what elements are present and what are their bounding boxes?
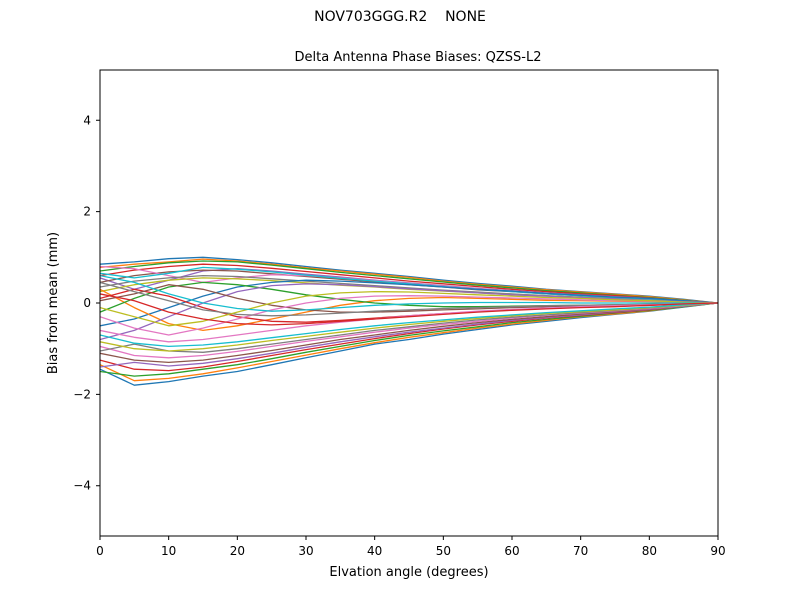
chart-title: Delta Antenna Phase Biases: QZSS-L2 (294, 50, 542, 65)
series-line-line-26 (100, 302, 718, 364)
svg-text:10: 10 (161, 544, 176, 558)
y-axis-label: Bias from mean (mm) (46, 232, 61, 374)
svg-text:−4: −4 (73, 479, 91, 493)
svg-text:20: 20 (230, 544, 245, 558)
series-line-line-30 (100, 302, 718, 348)
series-line-line-18 (100, 281, 718, 317)
svg-text:60: 60 (504, 544, 519, 558)
series-line-line-17 (100, 295, 718, 336)
series-line-line-29 (100, 302, 718, 352)
svg-text:50: 50 (436, 544, 451, 558)
svg-text:30: 30 (298, 544, 313, 558)
series-line-line-11 (100, 279, 718, 327)
svg-text:90: 90 (710, 544, 725, 558)
window-title: NOV703GGG.R2 NONE (314, 9, 486, 25)
series-group (100, 256, 718, 386)
series-line-line-22 (100, 302, 718, 382)
svg-text:80: 80 (642, 544, 657, 558)
series-line-line-02 (100, 258, 718, 304)
series-line-line-32 (100, 293, 718, 326)
svg-text:70: 70 (573, 544, 588, 558)
svg-text:−2: −2 (73, 387, 91, 401)
svg-text:4: 4 (83, 113, 91, 127)
series-line-line-20 (100, 274, 718, 312)
svg-text:0: 0 (83, 296, 91, 310)
svg-text:0: 0 (96, 544, 104, 558)
x-axis-label: Elvation angle (degrees) (329, 565, 488, 580)
series-line-line-31 (100, 302, 718, 343)
x-axis: 0 10 20 30 40 50 60 70 80 90 Elvation angle (degre… (96, 536, 726, 580)
y-axis: −4 −2 0 2 4 Bias from mean (mm) (46, 113, 100, 493)
svg-text:2: 2 (83, 205, 91, 219)
svg-text:40: 40 (367, 544, 382, 558)
series-line-line-04 (100, 263, 718, 304)
series-line-line-19 (100, 290, 718, 327)
